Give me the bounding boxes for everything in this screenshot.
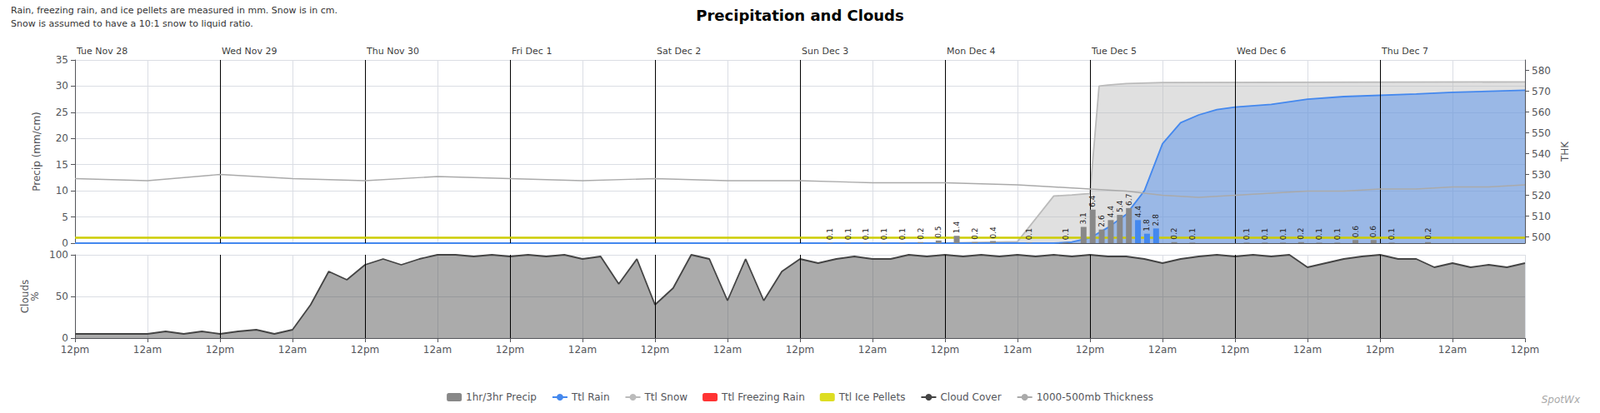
svg-text:0.1: 0.1 — [861, 228, 870, 240]
svg-text:SpotWx: SpotWx — [1541, 394, 1581, 406]
svg-text:580: 580 — [1531, 65, 1551, 77]
svg-text:Tue Dec 5: Tue Dec 5 — [1090, 45, 1137, 57]
svg-text:12pm: 12pm — [785, 344, 815, 356]
svg-text:12pm: 12pm — [350, 344, 380, 356]
svg-text:12am: 12am — [278, 344, 307, 356]
svg-text:560: 560 — [1531, 106, 1551, 119]
svg-text:12pm: 12pm — [1510, 344, 1540, 356]
svg-text:15: 15 — [55, 159, 69, 171]
svg-text:12am: 12am — [1003, 344, 1032, 356]
svg-text:6.7: 6.7 — [1125, 194, 1134, 206]
svg-text:30: 30 — [55, 80, 69, 92]
svg-text:Snow is assumed to have a 10:1: Snow is assumed to have a 10:1 snow to l… — [10, 18, 254, 30]
svg-text:0: 0 — [61, 332, 69, 345]
svg-text:520: 520 — [1531, 190, 1551, 202]
svg-text:0.2: 0.2 — [1424, 227, 1433, 240]
svg-text:12am: 12am — [713, 344, 742, 356]
svg-text:%: % — [29, 291, 41, 301]
svg-text:12am: 12am — [423, 344, 452, 356]
svg-text:Ttl Snow: Ttl Snow — [643, 391, 688, 404]
svg-text:0.1: 0.1 — [880, 228, 889, 240]
svg-text:12am: 12am — [1293, 344, 1322, 356]
svg-text:540: 540 — [1531, 148, 1551, 160]
svg-text:Ttl Ice Pellets: Ttl Ice Pellets — [838, 391, 906, 404]
svg-text:20: 20 — [55, 132, 69, 145]
svg-text:0.2: 0.2 — [970, 227, 980, 240]
svg-text:12am: 12am — [568, 344, 597, 356]
svg-text:Precip (mm/cm): Precip (mm/cm) — [30, 111, 43, 192]
svg-text:0.1: 0.1 — [1242, 228, 1251, 240]
svg-text:12pm: 12pm — [930, 344, 960, 356]
svg-text:Precipitation and Clouds: Precipitation and Clouds — [695, 6, 904, 25]
svg-text:570: 570 — [1531, 85, 1551, 98]
svg-text:12am: 12am — [858, 344, 887, 356]
svg-text:12am: 12am — [133, 344, 162, 356]
svg-text:12pm: 12pm — [60, 344, 90, 356]
svg-text:5.4: 5.4 — [1115, 200, 1125, 213]
svg-text:12pm: 12pm — [1220, 344, 1250, 356]
svg-text:12pm: 12pm — [640, 344, 670, 356]
svg-text:THK: THK — [1559, 140, 1571, 163]
svg-text:4.4: 4.4 — [1106, 205, 1115, 219]
svg-text:550: 550 — [1531, 127, 1551, 140]
svg-text:0.1: 0.1 — [1188, 228, 1197, 240]
svg-text:0.1: 0.1 — [1260, 228, 1270, 240]
svg-text:0.1: 0.1 — [1025, 228, 1034, 240]
svg-text:Wed Nov 29: Wed Nov 29 — [221, 45, 277, 57]
svg-text:Fri Dec 1: Fri Dec 1 — [511, 45, 552, 57]
svg-text:Mon Dec 4: Mon Dec 4 — [946, 45, 995, 57]
svg-text:510: 510 — [1531, 210, 1551, 223]
svg-text:0.1: 0.1 — [898, 228, 907, 240]
svg-text:Thu Dec 7: Thu Dec 7 — [1380, 45, 1429, 57]
svg-text:Ttl Freezing Rain: Ttl Freezing Rain — [720, 391, 805, 404]
svg-text:12pm: 12pm — [205, 344, 235, 356]
svg-text:Cloud Cover: Cloud Cover — [940, 391, 1001, 404]
svg-text:Clouds: Clouds — [19, 279, 31, 314]
svg-text:0.1: 0.1 — [844, 228, 853, 240]
svg-text:10: 10 — [55, 185, 69, 197]
svg-text:12pm: 12pm — [495, 344, 525, 356]
svg-text:12pm: 12pm — [1365, 344, 1395, 356]
svg-text:Sun Dec 3: Sun Dec 3 — [801, 45, 849, 57]
svg-text:12am: 12am — [1148, 344, 1177, 356]
svg-text:3.1: 3.1 — [1079, 212, 1088, 225]
svg-text:0.2: 0.2 — [1296, 227, 1305, 240]
svg-text:0.1: 0.1 — [1333, 228, 1342, 240]
svg-text:Tue Nov 28: Tue Nov 28 — [75, 45, 128, 57]
svg-text:500: 500 — [1531, 231, 1551, 244]
svg-text:1hr/3hr Precip: 1hr/3hr Precip — [465, 391, 537, 404]
svg-text:0.1: 0.1 — [1279, 228, 1288, 240]
svg-text:2.6: 2.6 — [1097, 215, 1106, 228]
svg-text:Wed Dec 6: Wed Dec 6 — [1236, 45, 1286, 57]
svg-text:0.1: 0.1 — [1315, 228, 1324, 240]
svg-text:6.4: 6.4 — [1088, 195, 1097, 208]
svg-text:0.2: 0.2 — [1170, 227, 1179, 240]
svg-text:Ttl Rain: Ttl Rain — [570, 391, 610, 404]
svg-text:2.8: 2.8 — [1151, 214, 1160, 227]
svg-text:0.6: 0.6 — [1369, 225, 1378, 239]
svg-text:530: 530 — [1531, 169, 1551, 181]
svg-text:0: 0 — [61, 237, 69, 250]
svg-text:5: 5 — [61, 211, 69, 224]
svg-text:0.5: 0.5 — [934, 226, 943, 239]
svg-text:Sat Dec 2: Sat Dec 2 — [656, 45, 701, 57]
svg-text:0.6: 0.6 — [1351, 225, 1360, 239]
svg-text:0.1: 0.1 — [1061, 228, 1070, 240]
svg-text:0.1: 0.1 — [825, 228, 835, 240]
svg-text:0.4: 0.4 — [989, 226, 998, 240]
svg-text:50: 50 — [55, 290, 69, 303]
svg-text:Thu Nov 30: Thu Nov 30 — [365, 45, 420, 57]
svg-text:0.1: 0.1 — [1387, 228, 1396, 240]
svg-text:Rain, freezing rain, and ice p: Rain, freezing rain, and ice pellets are… — [10, 5, 338, 16]
svg-text:1000-500mb Thickness: 1000-500mb Thickness — [1036, 391, 1154, 404]
svg-text:4.4: 4.4 — [1134, 205, 1143, 219]
svg-text:35: 35 — [55, 54, 69, 66]
svg-text:12am: 12am — [1438, 344, 1467, 356]
svg-text:1.4: 1.4 — [952, 221, 961, 235]
svg-text:100: 100 — [49, 249, 69, 261]
svg-text:1.8: 1.8 — [1142, 219, 1151, 232]
svg-text:12pm: 12pm — [1075, 344, 1105, 356]
svg-text:0.2: 0.2 — [916, 227, 925, 240]
svg-text:25: 25 — [55, 106, 69, 119]
